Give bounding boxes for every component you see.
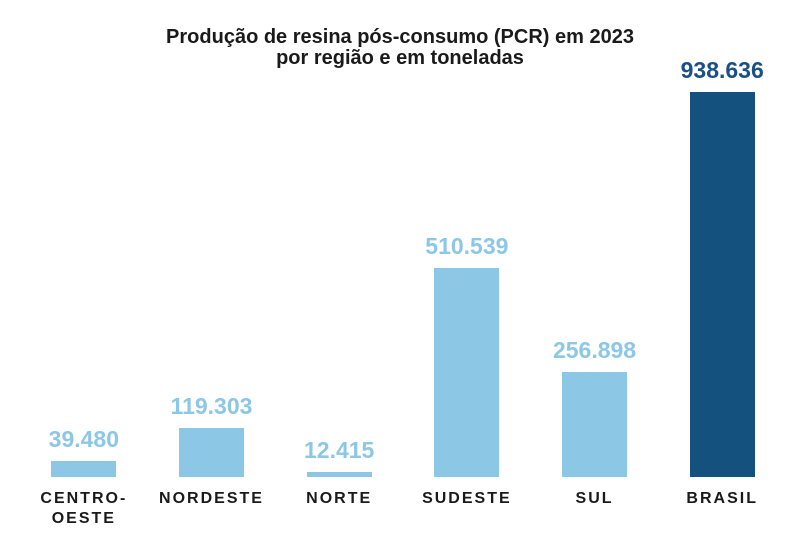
value-label-norte: 12.415 <box>304 437 375 463</box>
category-label-norte: NORTE <box>306 490 373 507</box>
bar-sul <box>562 372 628 477</box>
chart-title-line2: por região e em toneladas <box>276 47 524 69</box>
chart-title: Produção de resina pós-consumo (PCR) em … <box>0 27 800 69</box>
category-label-sudeste: SUDESTE <box>422 490 512 507</box>
value-label-sudeste: 510.539 <box>425 233 509 259</box>
labels-row: CENTRO-OESTE NORDESTE NORTE SUDESTE SUL BRASI… <box>20 489 786 529</box>
category-label-sul: SUL <box>575 490 614 507</box>
category-label-brasil: BRASIL <box>686 490 758 507</box>
bar-centro-oeste <box>51 461 117 477</box>
bar-column-sul: 256.898 <box>531 337 659 477</box>
bar-column-sudeste: 510.539 <box>403 233 531 477</box>
bar-brasil <box>689 92 755 477</box>
category-label-nordeste: NORDESTE <box>159 490 264 507</box>
bar-column-brasil: 938.636 <box>658 57 786 477</box>
bar-column-centro-oeste: 39.480 <box>20 426 148 477</box>
bar-sudeste <box>434 268 500 477</box>
value-label-sul: 256.898 <box>552 337 637 363</box>
bar-norte <box>306 472 372 477</box>
value-label-nordeste: 119.303 <box>170 393 253 419</box>
bars-row: 39.480 119.303 12.415 510.539 256.898 938.636 <box>20 57 786 477</box>
value-label-brasil: 938.636 <box>680 57 764 83</box>
category-label-centro-oeste: CENTRO-OESTE <box>40 490 128 527</box>
bar-column-norte: 12.415 <box>275 437 403 477</box>
bar-nordeste <box>179 428 244 477</box>
bar-column-nordeste: 119.303 <box>148 393 276 477</box>
value-label-centro-oeste: 39.480 <box>48 426 120 452</box>
chart-title-line1: Produção de resina pós-consumo (PCR) em … <box>166 26 634 48</box>
